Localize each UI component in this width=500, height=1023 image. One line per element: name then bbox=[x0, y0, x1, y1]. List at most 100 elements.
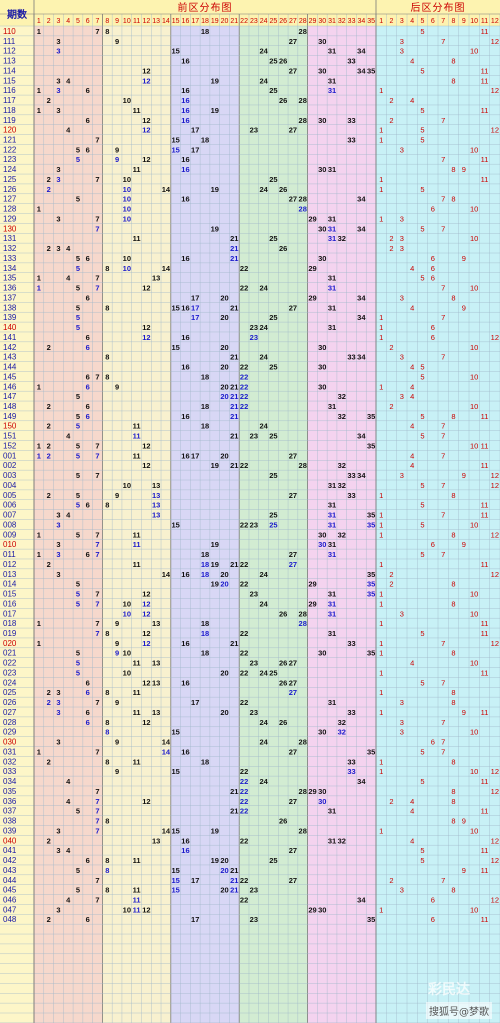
front-number-mark: 19 bbox=[211, 224, 219, 233]
front-number-mark: 31 bbox=[328, 599, 336, 608]
front-number-mark: 10 bbox=[123, 481, 131, 490]
front-number-mark: 27 bbox=[289, 550, 297, 559]
issue-number: 147 bbox=[3, 392, 17, 401]
issue-number: 029 bbox=[3, 728, 17, 737]
front-number-mark: 6 bbox=[86, 708, 90, 717]
front-number-mark: 16 bbox=[181, 639, 189, 648]
back-number-mark: 2 bbox=[389, 343, 393, 352]
front-number-mark: 5 bbox=[76, 145, 80, 154]
front-number-mark: 16 bbox=[181, 836, 189, 845]
issue-number: 124 bbox=[3, 165, 17, 174]
front-number-mark: 28 bbox=[299, 195, 307, 204]
front-number-mark: 7 bbox=[95, 471, 99, 480]
front-number-mark: 1 bbox=[37, 382, 41, 391]
issue-number: 025 bbox=[3, 688, 17, 697]
front-number-mark: 21 bbox=[230, 234, 238, 243]
front-number-mark: 26 bbox=[279, 659, 287, 668]
back-number-mark: 1 bbox=[379, 511, 383, 520]
front-number-mark: 14 bbox=[162, 826, 171, 835]
front-number-mark: 31 bbox=[328, 214, 336, 223]
back-number-mark: 8 bbox=[451, 757, 455, 766]
front-number-mark: 6 bbox=[86, 145, 90, 154]
front-col-header: 2 bbox=[47, 18, 51, 25]
front-number-mark: 7 bbox=[95, 747, 99, 756]
back-number-mark: 6 bbox=[431, 205, 435, 214]
back-number-mark: 5 bbox=[420, 777, 424, 786]
front-number-mark: 5 bbox=[76, 303, 80, 312]
front-number-mark: 12 bbox=[142, 797, 150, 806]
front-number-mark: 12 bbox=[142, 284, 150, 293]
front-number-mark: 28 bbox=[299, 787, 307, 796]
back-number-mark: 7 bbox=[441, 451, 445, 460]
front-number-mark: 3 bbox=[56, 244, 60, 253]
front-number-mark: 8 bbox=[105, 688, 109, 697]
front-number-mark: 13 bbox=[152, 678, 160, 687]
back-number-mark: 11 bbox=[481, 846, 489, 855]
back-number-mark: 5 bbox=[420, 126, 424, 135]
issue-number: 131 bbox=[3, 234, 17, 243]
front-number-mark: 16 bbox=[181, 303, 189, 312]
back-number-mark: 5 bbox=[420, 106, 424, 115]
front-number-mark: 12 bbox=[142, 639, 150, 648]
back-number-mark: 12 bbox=[491, 639, 499, 648]
front-number-mark: 9 bbox=[115, 767, 119, 776]
front-number-mark: 8 bbox=[105, 886, 109, 895]
back-number-mark: 10 bbox=[470, 609, 478, 618]
back-number-mark: 8 bbox=[451, 57, 455, 66]
back-number-mark: 1 bbox=[379, 649, 383, 658]
back-number-mark: 11 bbox=[481, 511, 489, 520]
front-number-mark: 10 bbox=[123, 254, 131, 263]
front-col-header: 18 bbox=[201, 18, 209, 25]
back-number-mark: 11 bbox=[481, 412, 489, 421]
front-number-mark: 3 bbox=[56, 570, 60, 579]
back-col-header: 8 bbox=[452, 18, 456, 25]
front-number-mark: 21 bbox=[230, 886, 238, 895]
front-number-mark: 15 bbox=[172, 826, 180, 835]
back-number-mark: 12 bbox=[491, 767, 499, 776]
front-number-mark: 9 bbox=[115, 491, 119, 500]
front-col-header: 27 bbox=[289, 18, 297, 25]
back-number-mark: 7 bbox=[441, 481, 445, 490]
front-number-mark: 7 bbox=[95, 451, 99, 460]
front-number-mark: 20 bbox=[220, 451, 228, 460]
front-number-mark: 18 bbox=[201, 619, 209, 628]
front-number-mark: 23 bbox=[250, 333, 258, 342]
issue-number: 151 bbox=[3, 432, 17, 441]
back-number-mark: 1 bbox=[379, 323, 383, 332]
back-number-mark: 4 bbox=[410, 836, 414, 845]
back-number-mark: 5 bbox=[420, 66, 424, 75]
front-number-mark: 4 bbox=[66, 895, 71, 904]
front-number-mark: 5 bbox=[76, 422, 80, 431]
back-number-mark: 7 bbox=[441, 718, 445, 727]
front-number-mark: 3 bbox=[56, 708, 60, 717]
issue-number: 032 bbox=[3, 757, 17, 766]
front-number-mark: 17 bbox=[191, 915, 199, 924]
front-number-mark: 24 bbox=[259, 76, 268, 85]
front-number-mark: 35 bbox=[367, 570, 375, 579]
front-number-mark: 30 bbox=[318, 382, 326, 391]
front-number-mark: 23 bbox=[250, 659, 258, 668]
front-col-header: 30 bbox=[318, 18, 326, 25]
back-number-mark: 1 bbox=[379, 599, 383, 608]
back-number-mark: 3 bbox=[400, 37, 404, 46]
back-number-mark: 4 bbox=[410, 264, 414, 273]
front-number-mark: 33 bbox=[347, 136, 355, 145]
back-number-mark: 1 bbox=[379, 214, 383, 223]
front-number-mark: 2 bbox=[47, 688, 51, 697]
front-number-mark: 31 bbox=[328, 520, 336, 529]
back-number-mark: 10 bbox=[470, 590, 478, 599]
back-number-mark: 1 bbox=[379, 333, 383, 342]
front-number-mark: 7 bbox=[95, 175, 99, 184]
front-number-mark: 32 bbox=[338, 481, 346, 490]
back-number-mark: 11 bbox=[481, 668, 489, 677]
front-number-mark: 7 bbox=[95, 274, 99, 283]
front-number-mark: 22 bbox=[240, 836, 248, 845]
issue-number: 046 bbox=[3, 895, 17, 904]
front-number-mark: 31 bbox=[328, 323, 336, 332]
front-number-mark: 22 bbox=[240, 895, 248, 904]
back-number-mark: 11 bbox=[481, 629, 489, 638]
back-number-mark: 10 bbox=[470, 372, 478, 381]
front-number-mark: 7 bbox=[95, 629, 99, 638]
front-number-mark: 9 bbox=[115, 382, 119, 391]
front-number-mark: 24 bbox=[259, 718, 268, 727]
